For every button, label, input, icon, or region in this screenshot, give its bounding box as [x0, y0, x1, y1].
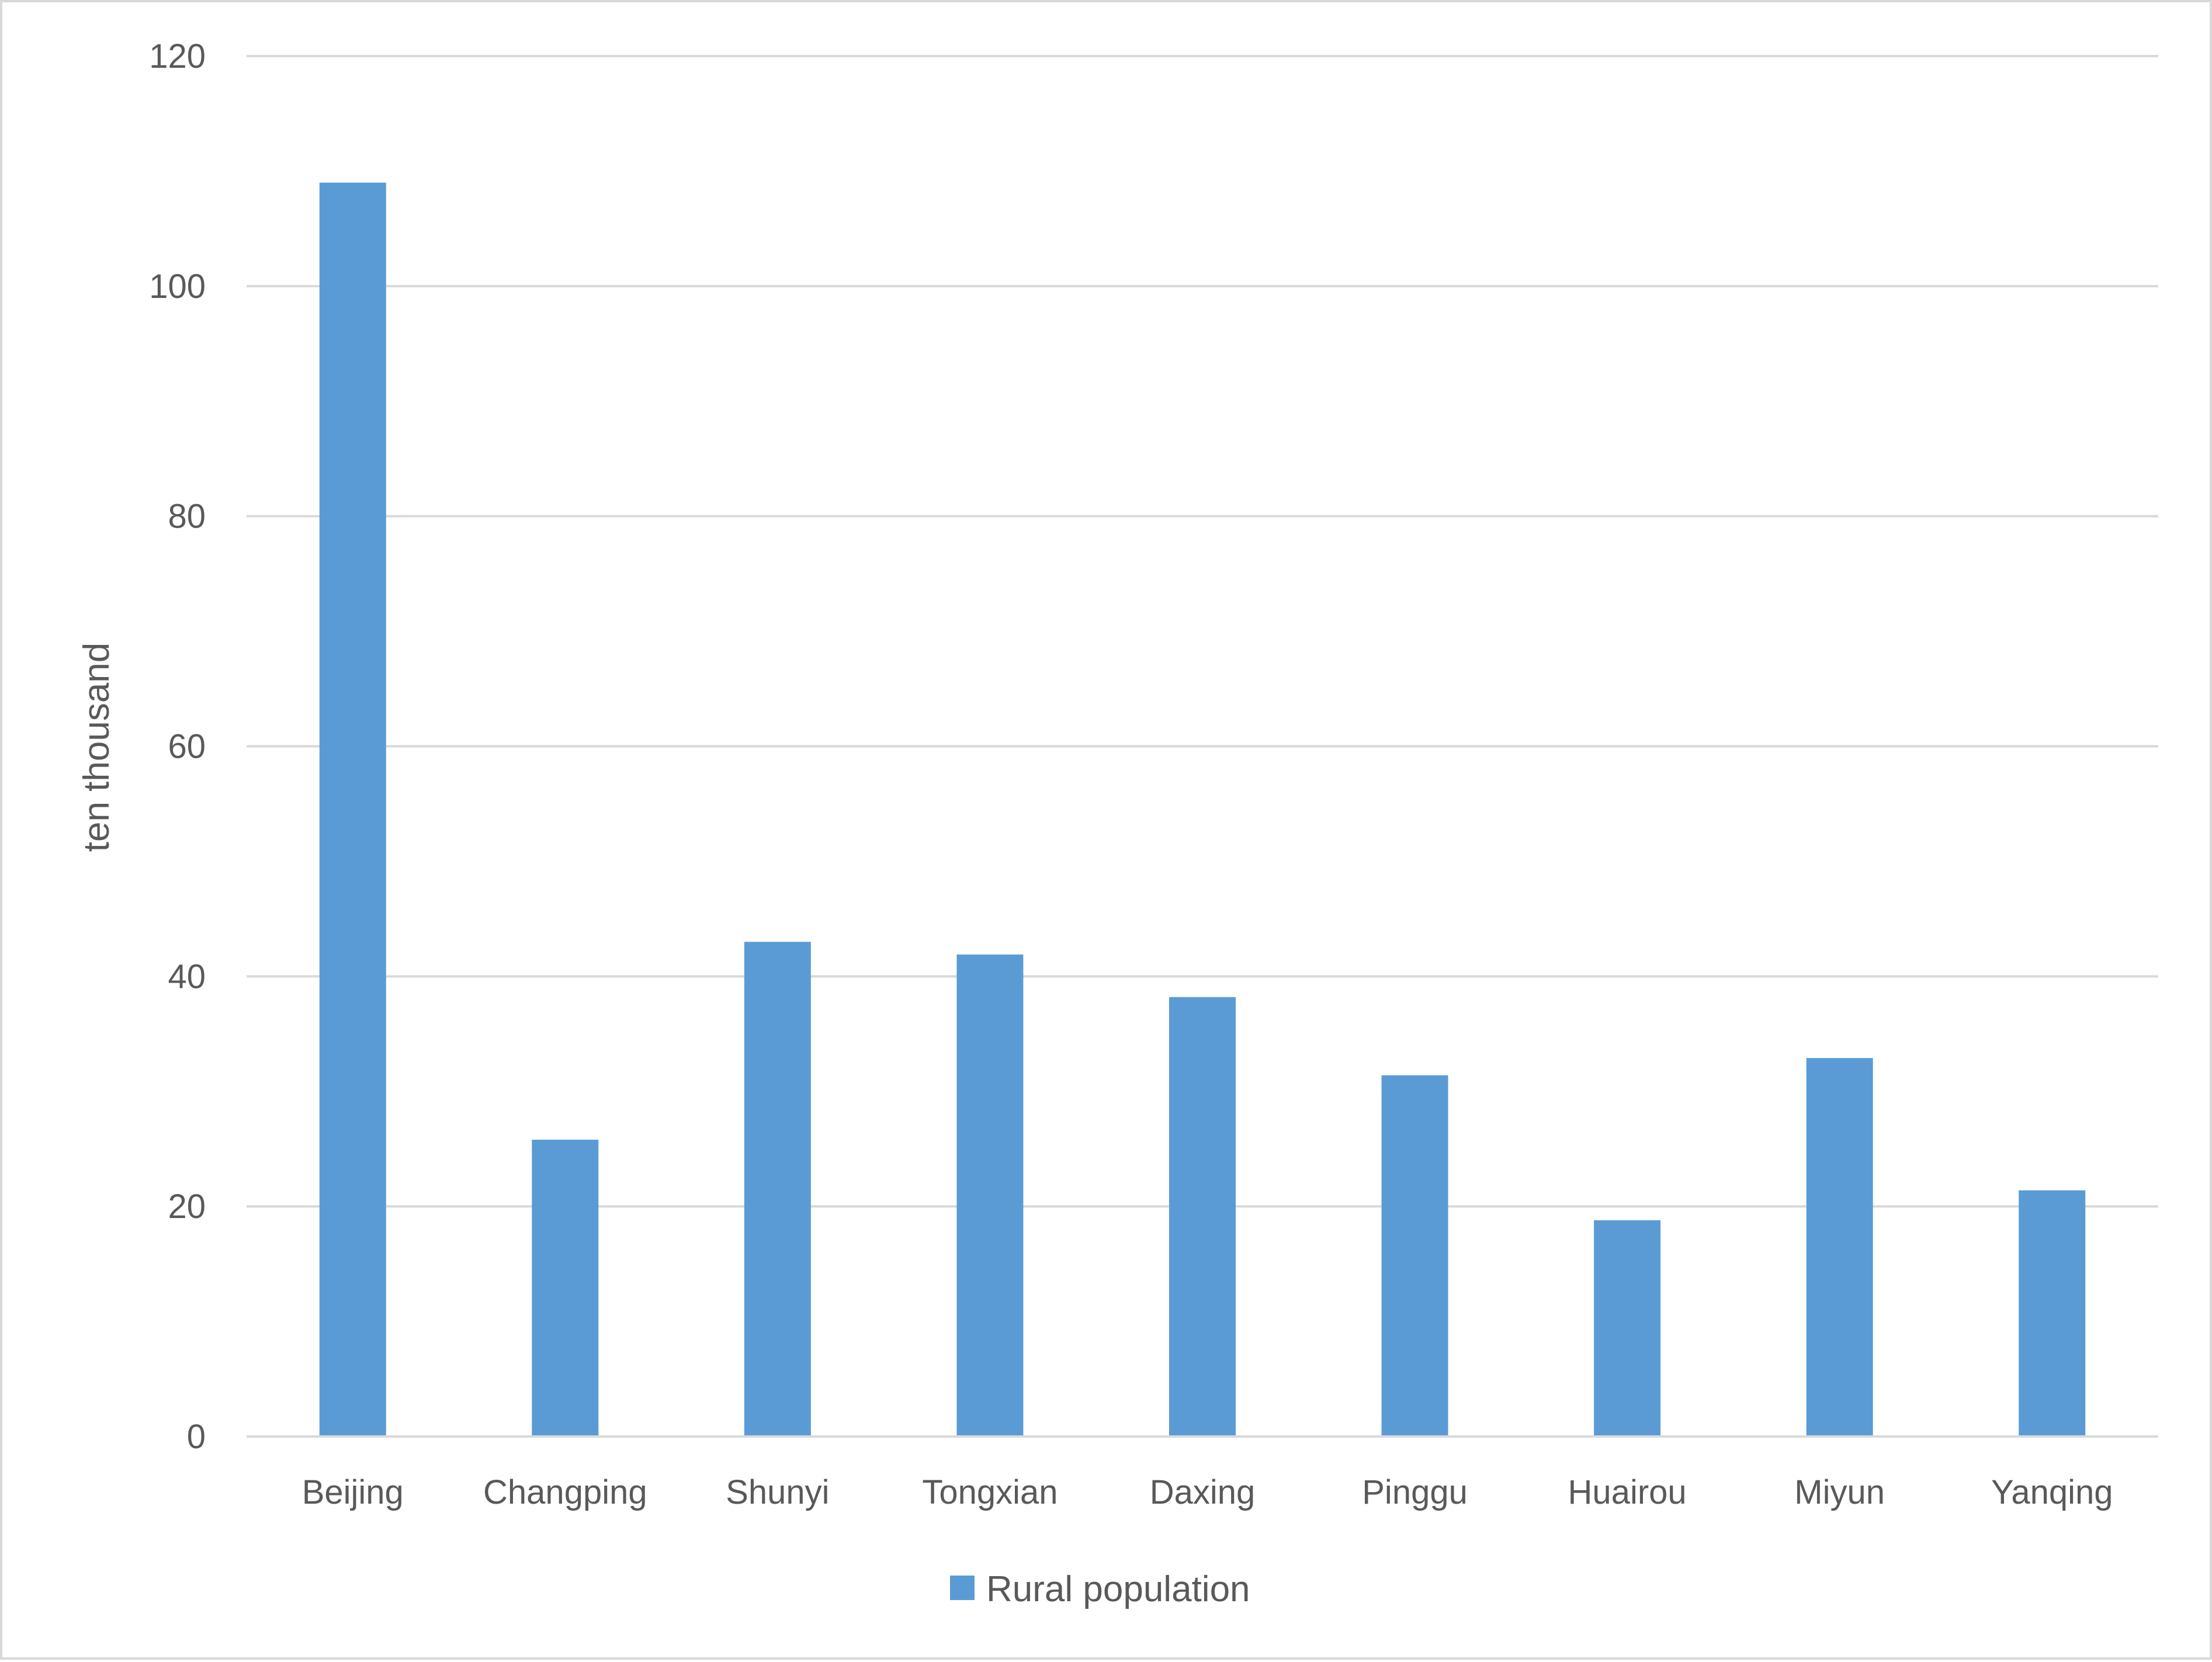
y-tick-label: 120 [149, 37, 206, 75]
y-tick-label: 100 [149, 268, 206, 306]
bar-miyun [1806, 1058, 1873, 1437]
bars [319, 182, 2086, 1437]
bar-shunyi [744, 942, 811, 1437]
y-tick-label: 20 [168, 1188, 206, 1226]
legend-swatch [950, 1576, 975, 1600]
x-tick-label: Pinggu [1362, 1473, 1468, 1511]
bar-daxing [1169, 997, 1236, 1437]
bar-yanqing [2019, 1190, 2086, 1437]
x-tick-label: Yanqing [1991, 1473, 2113, 1511]
x-tick-label: Daxing [1150, 1473, 1256, 1511]
y-tick-label: 40 [168, 957, 206, 995]
x-tick-label: Shunyi [726, 1473, 829, 1511]
y-axis-ticks: 0 20 40 60 80 100 120 [149, 37, 206, 1456]
x-tick-label: Beijing [302, 1473, 404, 1511]
x-tick-label: Changping [483, 1473, 647, 1511]
legend-label: Rural population [986, 1569, 1250, 1609]
y-tick-label: 60 [168, 728, 206, 766]
y-axis-title: ten thousand [77, 643, 117, 852]
bar-tongxian [956, 954, 1024, 1437]
bar-beijing [319, 182, 386, 1437]
bar-huairou [1594, 1220, 1661, 1437]
x-tick-label: Miyun [1794, 1473, 1885, 1511]
x-axis-ticks: Beijing Changping Shunyi Tongxian Daxing Ping… [302, 1473, 2113, 1511]
y-tick-label: 0 [187, 1418, 206, 1456]
x-tick-label: Huairou [1568, 1473, 1687, 1511]
x-tick-label: Tongxian [922, 1473, 1058, 1511]
legend: Rural population [950, 1569, 1250, 1609]
bar-changping [532, 1139, 599, 1437]
y-tick-label: 80 [168, 498, 206, 536]
bar-pinggu [1381, 1075, 1448, 1437]
